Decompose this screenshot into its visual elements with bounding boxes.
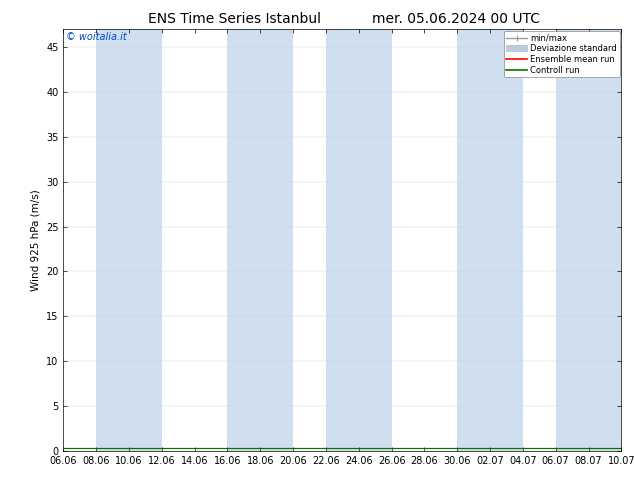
Text: mer. 05.06.2024 00 UTC: mer. 05.06.2024 00 UTC (373, 12, 540, 26)
Bar (228, 29, 293, 451)
Bar (326, 29, 392, 451)
Bar (457, 29, 523, 451)
Bar (555, 29, 621, 451)
Y-axis label: Wind 925 hPa (m/s): Wind 925 hPa (m/s) (30, 189, 41, 291)
Legend: min/max, Deviazione standard, Ensemble mean run, Controll run: min/max, Deviazione standard, Ensemble m… (504, 31, 619, 77)
Text: ENS Time Series Istanbul: ENS Time Series Istanbul (148, 12, 321, 26)
Text: © woitalia.it: © woitalia.it (66, 31, 127, 42)
Bar (96, 29, 162, 451)
